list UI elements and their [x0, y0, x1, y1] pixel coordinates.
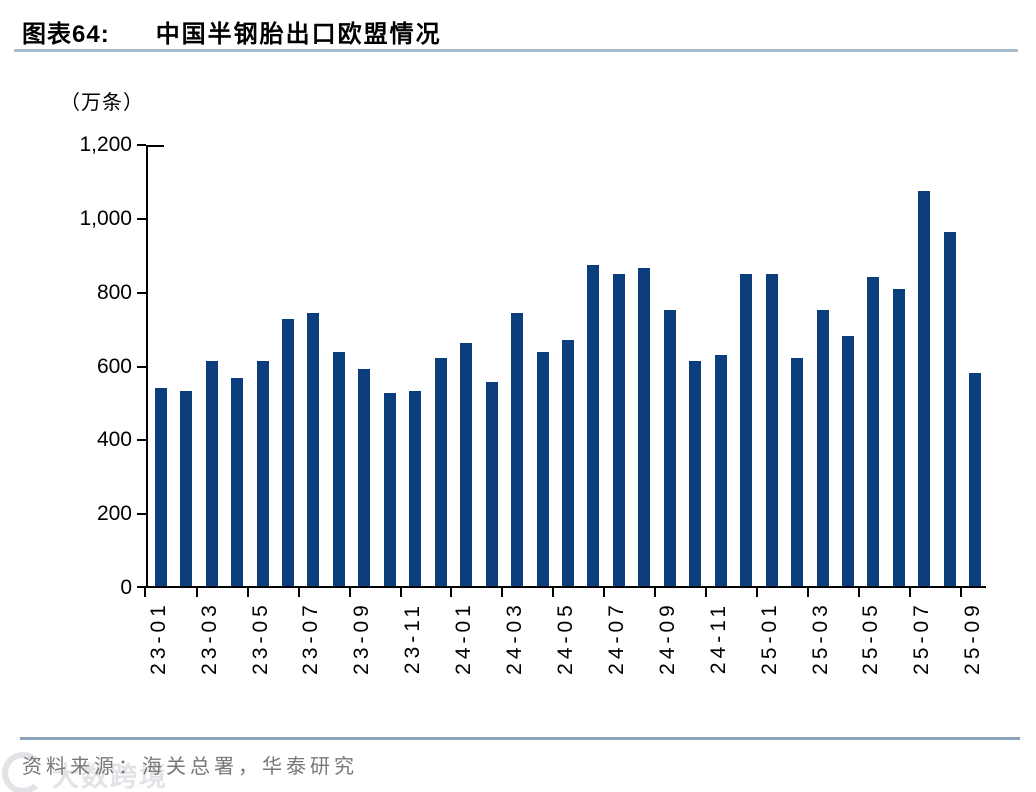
x-tick-label-25-05: 25-05: [859, 601, 883, 675]
chart-title: 中国半钢胎出口欧盟情况: [155, 21, 442, 48]
y-tick-400: [137, 439, 146, 442]
x-tick-24-11: [705, 588, 707, 597]
bar-24-01: [460, 343, 473, 586]
bar-23-04: [231, 378, 244, 586]
y-tick-200: [137, 513, 146, 516]
y-tick-label-0: 0: [120, 576, 132, 599]
y-tick-600: [137, 365, 146, 368]
bar-25-02: [791, 358, 804, 586]
bar-24-02: [485, 382, 498, 586]
y-tick-1200: [137, 144, 146, 146]
x-tick-23-03: [195, 588, 198, 597]
y-tick-label-600: 600: [96, 354, 132, 378]
x-tick-label-25-03: 25-03: [808, 601, 832, 675]
bar-25-05: [867, 276, 880, 586]
y-tick-label-1200: 1,200: [79, 133, 132, 156]
y-tick-label-800: 800: [96, 280, 132, 304]
bar-chart: 0 200 400 600 800 1,000 1,200 23-01 23-03 23-05 23…: [79, 134, 986, 675]
bar-23-11: [409, 390, 422, 586]
bar-24-07: [612, 274, 625, 586]
bar-24-06: [587, 264, 600, 586]
x-tick-25-07: [908, 588, 911, 597]
x-tick-label-24-07: 24-07: [604, 601, 628, 675]
bar-24-05: [562, 340, 574, 586]
y-tick-0: [137, 586, 146, 588]
x-tick-label-25-07: 25-07: [910, 601, 934, 675]
bar-24-08: [638, 268, 651, 586]
y-axis-top-tick: [146, 145, 164, 147]
bar-23-01: [154, 387, 167, 586]
x-tick-label-24-09: 24-09: [655, 601, 679, 675]
x-tick-label-23-01: 23-01: [146, 601, 170, 675]
y-axis-unit-label: （万条）: [60, 92, 144, 114]
bar-25-07: [918, 190, 931, 586]
x-tick-label-24-11: 24-11: [706, 601, 730, 675]
bar-23-09: [358, 369, 371, 586]
footer-divider-rule: [20, 737, 1020, 740]
x-tick-label-23-09: 23-09: [350, 601, 374, 675]
bar-25-03: [816, 310, 829, 586]
x-tick-24-07: [603, 588, 606, 597]
bar-23-08: [332, 351, 345, 586]
x-tick-label-25-09: 25-09: [961, 601, 985, 675]
x-tick-24-03: [501, 588, 504, 597]
bar-23-10: [383, 393, 396, 586]
bar-25-09: [969, 372, 982, 586]
bar-24-10: [689, 360, 702, 586]
bar-24-04: [536, 351, 549, 586]
figure-number-label: 图表64:: [22, 21, 110, 48]
bar-25-04: [842, 336, 854, 586]
x-tick-24-01: [450, 588, 453, 597]
bar-24-12: [740, 274, 753, 586]
x-tick-label-23-11: 23-11: [401, 601, 425, 675]
x-tick-label-24-01: 24-01: [452, 601, 476, 675]
x-tick-label-24-05: 24-05: [554, 601, 577, 675]
bar-25-08: [943, 232, 956, 586]
x-tick-24-05: [552, 588, 555, 597]
x-tick-25-05: [857, 588, 860, 597]
y-tick-800: [137, 291, 146, 294]
x-tick-23-01: [144, 588, 146, 597]
x-tick-23-11: [399, 588, 402, 597]
bar-25-06: [892, 289, 905, 586]
x-tick-25-01: [755, 588, 758, 597]
source-text: 资料来源：海关总署，华泰研究: [22, 756, 358, 778]
x-tick-label-23-05: 23-05: [248, 601, 272, 675]
x-tick-23-09: [348, 588, 351, 597]
bar-24-09: [663, 310, 676, 586]
x-tick-25-09: [959, 588, 962, 597]
x-tick-label-25-01: 25-01: [757, 601, 781, 675]
bar-23-05: [256, 360, 269, 586]
chart-header: 图表64: 中国半钢胎出口欧盟情况: [22, 14, 442, 49]
x-tick-label-24-03: 24-03: [503, 601, 527, 675]
title-divider-rule: [14, 49, 1018, 52]
x-tick-25-03: [806, 588, 809, 597]
y-tick-label-400: 400: [96, 428, 132, 452]
y-tick-label-1000: 1,000: [79, 206, 132, 230]
bar-24-11: [714, 354, 727, 586]
x-tick-label-23-07: 23-07: [299, 601, 323, 675]
bar-25-01: [765, 274, 778, 586]
x-tick-24-09: [654, 588, 657, 597]
plot-area: [146, 145, 986, 588]
x-tick-23-05: [246, 588, 249, 597]
bar-23-02: [180, 390, 193, 586]
bar-24-03: [511, 312, 524, 586]
bar-23-03: [205, 360, 218, 586]
y-tick-1000: [137, 217, 146, 220]
bar-23-06: [282, 318, 294, 586]
bar-23-07: [307, 312, 320, 586]
y-tick-label-200: 200: [96, 502, 132, 526]
x-tick-label-23-03: 23-03: [197, 601, 221, 675]
bar-23-12: [434, 358, 447, 586]
x-tick-23-07: [297, 588, 300, 597]
